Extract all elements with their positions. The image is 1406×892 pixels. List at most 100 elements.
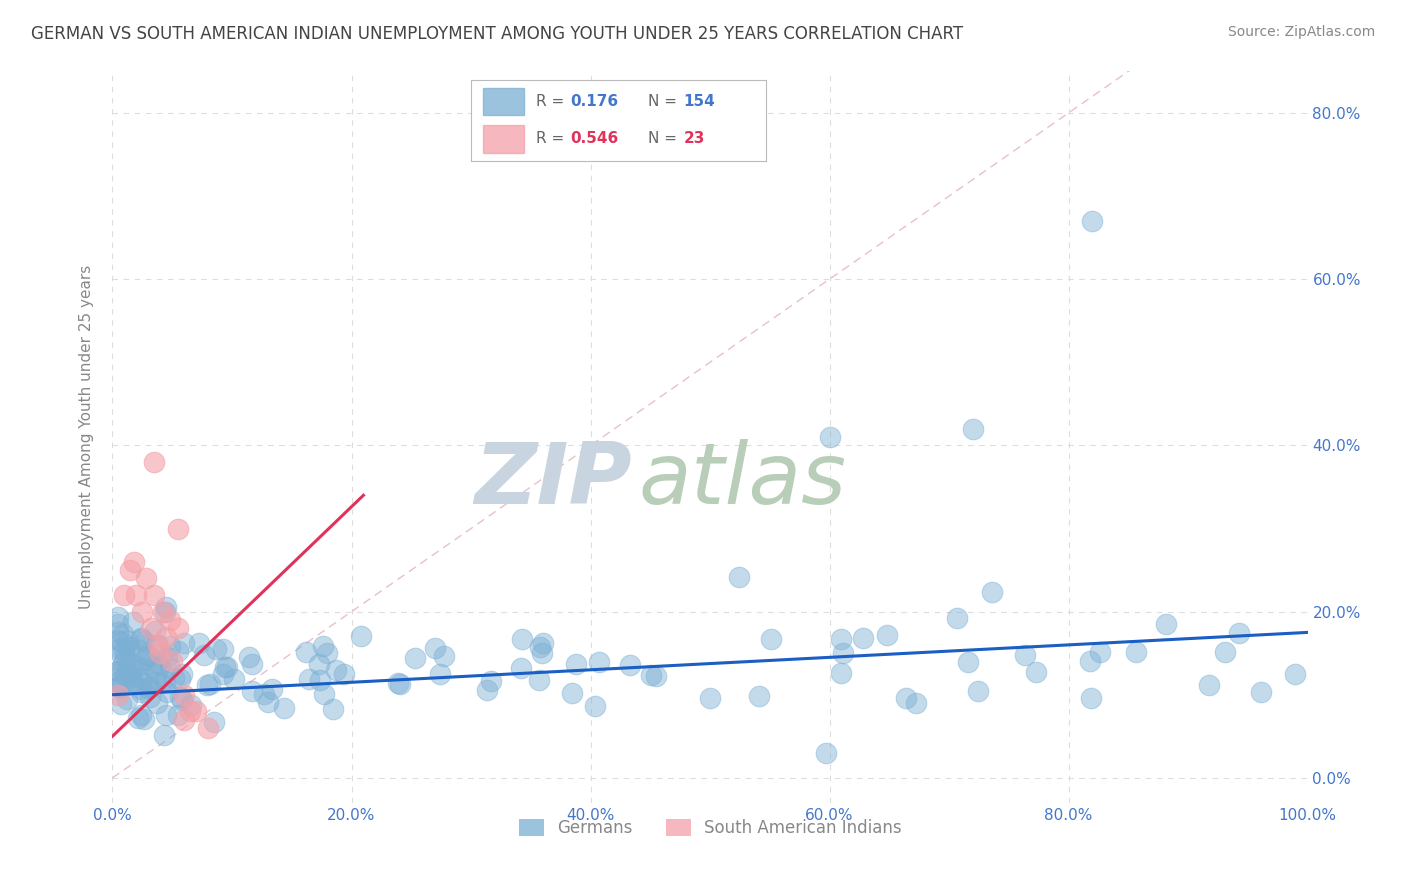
- Point: [107, 616, 129, 631]
- Point: [699, 690, 721, 705]
- Bar: [482, 125, 524, 153]
- Point: [169, 672, 191, 686]
- Point: [561, 686, 583, 700]
- Point: [125, 659, 148, 673]
- Point: [145, 666, 167, 681]
- Point: [830, 665, 852, 680]
- Point: [159, 661, 181, 675]
- Point: [818, 430, 841, 444]
- Point: [156, 649, 179, 664]
- Point: [479, 673, 502, 688]
- Point: [325, 663, 347, 677]
- Point: [139, 621, 162, 635]
- Point: [112, 643, 135, 657]
- Point: [146, 638, 169, 652]
- Point: [112, 663, 135, 677]
- Point: [832, 646, 855, 660]
- Point: [152, 605, 174, 619]
- Point: [619, 658, 641, 673]
- Point: [1025, 665, 1047, 679]
- Text: N =: N =: [648, 131, 682, 146]
- Point: [510, 660, 533, 674]
- Point: [155, 630, 177, 644]
- Point: [957, 655, 980, 669]
- Point: [1125, 645, 1147, 659]
- Point: [253, 687, 276, 701]
- Point: [531, 636, 554, 650]
- Point: [136, 649, 159, 664]
- Text: 23: 23: [683, 131, 704, 146]
- Point: [173, 636, 195, 650]
- Point: [273, 700, 295, 714]
- Point: [139, 680, 162, 694]
- Point: [894, 690, 917, 705]
- Point: [156, 684, 179, 698]
- Point: [308, 657, 330, 672]
- Point: [129, 631, 152, 645]
- Point: [108, 681, 131, 695]
- Point: [149, 646, 172, 660]
- Point: [162, 655, 183, 669]
- Point: [145, 674, 167, 689]
- Point: [315, 646, 337, 660]
- Point: [529, 673, 551, 687]
- Point: [143, 624, 166, 639]
- Point: [131, 605, 153, 619]
- Text: Source: ZipAtlas.com: Source: ZipAtlas.com: [1227, 25, 1375, 39]
- Point: [117, 642, 139, 657]
- Point: [238, 650, 260, 665]
- Y-axis label: Unemployment Among Youth under 25 years: Unemployment Among Youth under 25 years: [79, 265, 94, 609]
- Point: [1081, 214, 1104, 228]
- Point: [433, 649, 456, 664]
- Point: [149, 658, 172, 673]
- Point: [111, 657, 134, 671]
- Point: [110, 679, 132, 693]
- Point: [387, 676, 409, 690]
- Point: [588, 655, 610, 669]
- Point: [114, 588, 135, 602]
- Point: [1213, 645, 1236, 659]
- Point: [1088, 644, 1111, 658]
- Point: [197, 721, 219, 735]
- Point: [981, 584, 1004, 599]
- Point: [298, 672, 321, 686]
- Point: [163, 671, 186, 685]
- Point: [1080, 691, 1102, 706]
- Point: [200, 677, 222, 691]
- Point: [333, 667, 356, 681]
- Text: ZIP: ZIP: [475, 440, 633, 523]
- Point: [815, 746, 838, 760]
- Point: [121, 663, 143, 677]
- Point: [107, 664, 129, 678]
- Point: [121, 615, 143, 630]
- Legend: Germans, South American Indians: Germans, South American Indians: [510, 811, 910, 846]
- Bar: [482, 87, 524, 115]
- Point: [155, 708, 177, 723]
- Point: [146, 697, 169, 711]
- Point: [110, 633, 132, 648]
- Point: [510, 632, 533, 647]
- Point: [966, 684, 988, 698]
- Point: [120, 657, 142, 672]
- Point: [146, 638, 169, 652]
- Point: [117, 634, 139, 648]
- Point: [640, 667, 662, 681]
- Point: [202, 715, 225, 730]
- Text: N =: N =: [648, 94, 682, 109]
- Point: [114, 650, 136, 665]
- Point: [211, 666, 233, 681]
- Point: [136, 648, 159, 663]
- Text: 0.546: 0.546: [569, 131, 619, 146]
- Point: [141, 659, 163, 673]
- Point: [143, 455, 166, 469]
- Point: [169, 690, 191, 704]
- Point: [186, 705, 208, 719]
- Point: [529, 640, 551, 654]
- Point: [153, 728, 176, 742]
- Point: [1154, 616, 1177, 631]
- Point: [107, 624, 129, 639]
- Point: [125, 588, 148, 602]
- Point: [583, 699, 606, 714]
- Point: [173, 713, 195, 727]
- Point: [905, 696, 928, 710]
